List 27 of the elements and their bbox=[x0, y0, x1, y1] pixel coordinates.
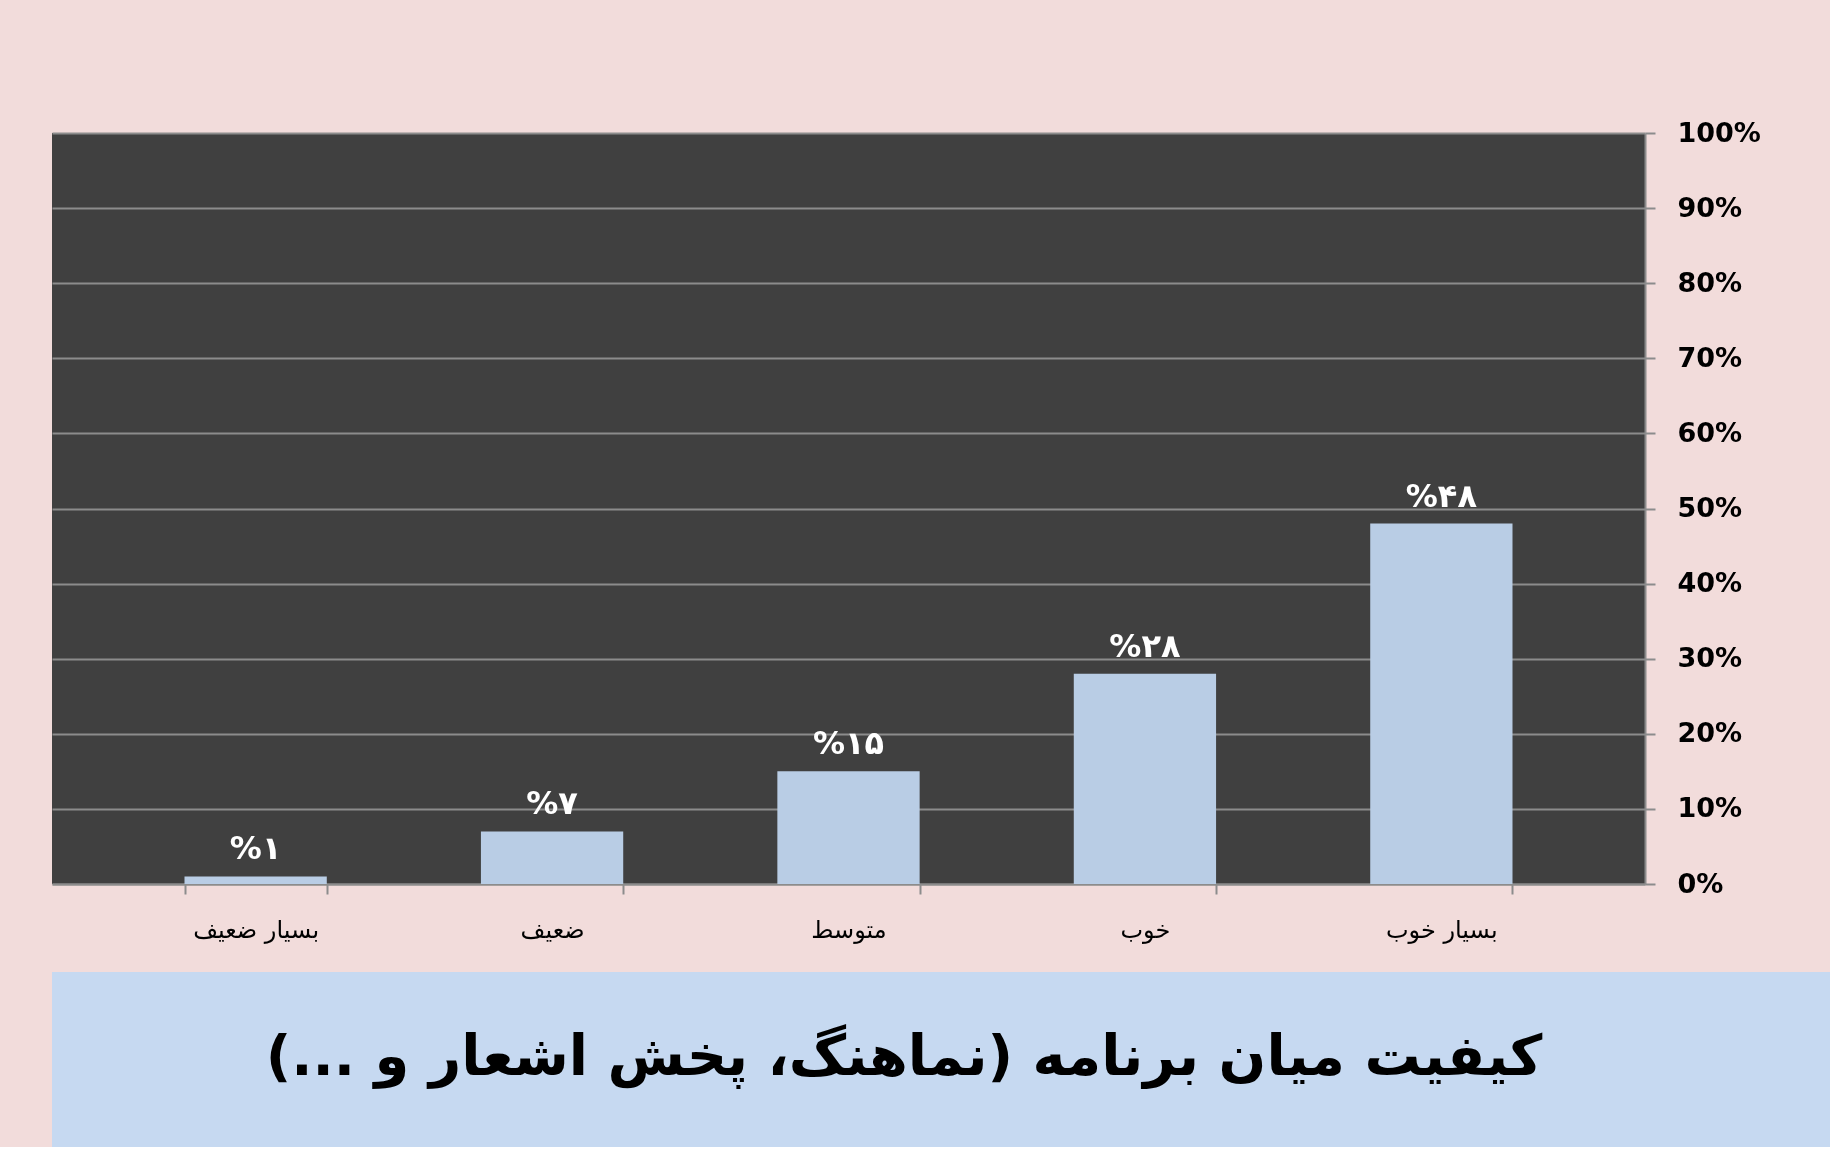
y-tick-label: 10% bbox=[1677, 792, 1743, 824]
data-label: %۲۸ bbox=[1109, 626, 1181, 665]
y-tick-label: 70% bbox=[1677, 341, 1743, 373]
y-tick-label: 30% bbox=[1677, 642, 1743, 674]
bar bbox=[1370, 523, 1513, 884]
y-tick-label: 50% bbox=[1677, 492, 1743, 523]
x-tick-label: خوب bbox=[1120, 915, 1171, 944]
bar bbox=[1073, 673, 1217, 884]
data-label: %۱ bbox=[229, 829, 282, 868]
y-tick-label: 60% bbox=[1677, 416, 1743, 448]
y-tick-label: 20% bbox=[1677, 717, 1743, 749]
y-tick-label: 100% bbox=[1677, 116, 1761, 148]
bar bbox=[777, 771, 920, 884]
text: کیفیت میان برنامه (نماهنگ، پخش اشعار و ...) bbox=[265, 1023, 1543, 1089]
data-label: %۱۵ bbox=[812, 724, 885, 763]
x-tick-label: بسیار خوب bbox=[1386, 915, 1498, 944]
y-tick-label: 90% bbox=[1677, 191, 1743, 223]
x-tick-label: بسیار ضعیف bbox=[193, 915, 320, 944]
y-tick-label: 80% bbox=[1677, 266, 1743, 298]
bar bbox=[480, 831, 624, 884]
data-label: %۴۸ bbox=[1405, 476, 1478, 515]
bar bbox=[184, 876, 327, 884]
y-tick-label: 40% bbox=[1677, 567, 1743, 599]
y-tick-label: 0% bbox=[1677, 867, 1724, 899]
x-tick-label: متوسط bbox=[811, 915, 887, 944]
x-tick-label: ضعیف bbox=[520, 915, 585, 944]
data-label: %۷ bbox=[526, 784, 579, 823]
